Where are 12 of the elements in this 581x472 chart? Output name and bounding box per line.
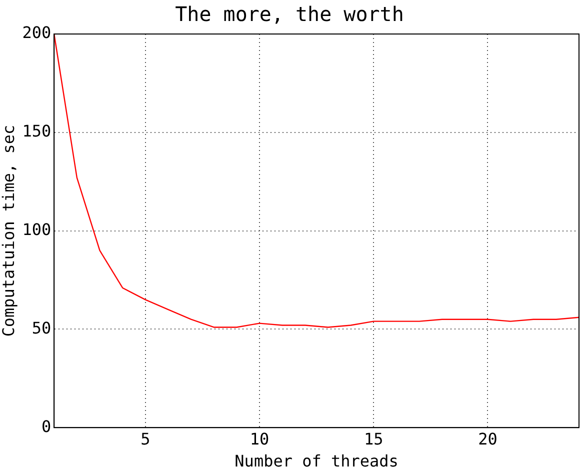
y-tick-label: 50	[32, 318, 52, 338]
x-tick-label: 10	[250, 429, 270, 448]
y-tick-label: 0	[41, 416, 52, 436]
y-axis-title: Computatuion time, sec	[0, 124, 18, 337]
x-tick-label: 5	[140, 429, 150, 448]
y-tick-label: 150	[22, 122, 52, 141]
chart-title: The more, the worth	[175, 2, 404, 26]
x-tick-label: 15	[364, 429, 384, 448]
x-axis-title: Number of threads	[234, 452, 398, 471]
y-tick-label: 200	[22, 23, 52, 42]
y-tick-label: 100	[22, 220, 52, 239]
x-tick-label: 20	[478, 429, 498, 448]
